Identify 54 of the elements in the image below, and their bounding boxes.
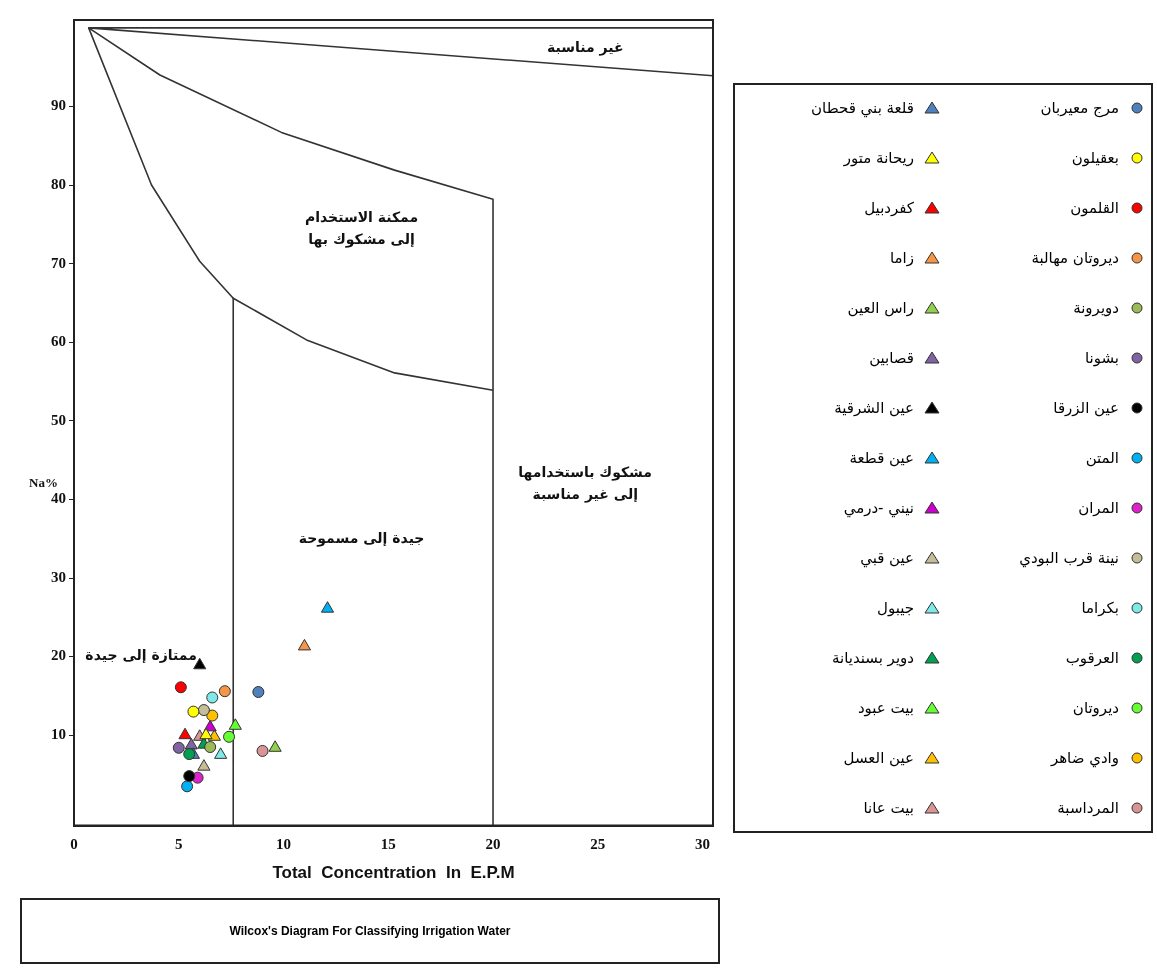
x-tick-label: 15 <box>380 836 396 853</box>
legend-label: راس العين <box>847 299 914 317</box>
legend-label: زاما <box>889 249 914 267</box>
legend-label: بشونا <box>1084 349 1119 367</box>
legend-label: دوير بسنديانة <box>831 649 914 667</box>
x-axis-title: Total Concentration In E.P.M <box>272 863 515 883</box>
y-tick-label: 30 <box>51 568 66 585</box>
y-tick-label: 10 <box>51 726 66 743</box>
legend-label: نيني -درمي <box>843 499 914 517</box>
legend-label: بيت عانا <box>863 799 914 817</box>
y-tick-label: 20 <box>51 647 66 664</box>
legend-label: المرداسبة <box>1057 799 1119 817</box>
y-tick-label: 50 <box>51 411 66 428</box>
legend-label: ديروتان <box>1072 699 1119 717</box>
annotation: ممتازة إلى جيدة <box>85 647 197 665</box>
legend-label: بعقيلون <box>1071 149 1119 167</box>
legend-label: قلعة بني قحطان <box>811 99 914 117</box>
text: Wilcox's Diagram For Classifying Irrigation Water <box>20 898 720 964</box>
y-tick-label: 80 <box>51 175 66 192</box>
y-axis-title: Na% <box>29 474 58 490</box>
legend-label: المران <box>1078 499 1119 517</box>
annotation: مشكوك باستخدامها إلى غير مناسبة <box>518 464 653 504</box>
x-tick-label: 25 <box>590 836 606 853</box>
x-tick-label: 0 <box>70 836 78 853</box>
annotation: ممكنة الاستخدام إلى مشكوك بها <box>304 209 419 249</box>
legend-label: كفردبيل <box>864 199 914 217</box>
legend-label: ديروتان مهالبة <box>1031 249 1119 267</box>
legend-label: عين الزرقا <box>1053 399 1119 417</box>
legend-label: وادي ضاهر <box>1050 749 1119 767</box>
legend-label: المتن <box>1085 449 1119 467</box>
x-tick-label: 20 <box>485 836 501 853</box>
x-tick-label: 30 <box>695 836 711 853</box>
legend-label: جيبول <box>877 599 914 617</box>
y-tick-label: 70 <box>51 254 66 271</box>
legend-label: نينة قرب البودي <box>1019 549 1119 567</box>
legend-label: بكراما <box>1081 599 1119 617</box>
x-tick-label: 10 <box>276 836 292 853</box>
y-tick-label: 90 <box>51 97 66 114</box>
annotation: غير مناسبة <box>546 38 624 56</box>
legend-label: عين قطعة <box>849 449 914 467</box>
x-tick-label: 5 <box>175 836 183 853</box>
legend-label: بيت عبود <box>857 699 914 717</box>
legend-label: عين الشرقية <box>834 399 914 417</box>
legend-label: مرج معيربان <box>1040 99 1119 117</box>
y-tick-label: 40 <box>51 490 66 507</box>
annotation: جيدة إلى مسموحة <box>298 530 425 548</box>
legend-label: ريحانة متور <box>843 149 914 167</box>
legend-label: دويرونة <box>1073 299 1119 317</box>
legend-label: القلمون <box>1070 199 1119 217</box>
legend-label: عين قبي <box>860 549 914 567</box>
legend-label: قصابين <box>869 349 914 367</box>
legend-label: عين العسل <box>843 749 914 767</box>
y-tick-label: 60 <box>51 333 66 350</box>
legend-label: العرقوب <box>1065 649 1119 667</box>
